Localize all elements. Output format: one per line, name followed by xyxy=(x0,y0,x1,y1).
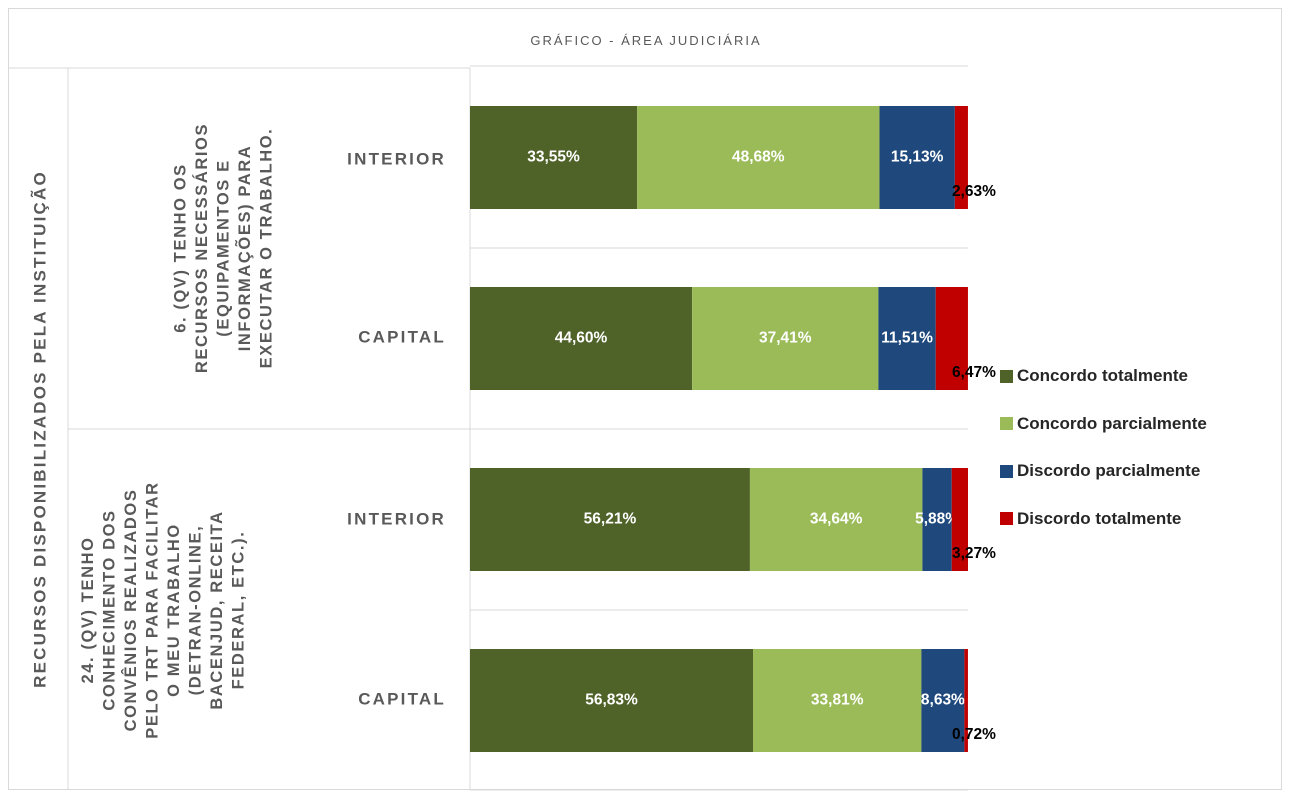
category-label-q1-r1: CAPITAL xyxy=(358,689,446,708)
data-label-q0-r1-s1: 37,41% xyxy=(759,330,812,347)
data-label-q1-r0-s1: 34,64% xyxy=(810,511,863,528)
bar-q0-r1-s1 xyxy=(692,287,879,390)
bar-q1-r0-s3 xyxy=(951,468,968,571)
data-label-q1-r1-s3: 0,72% xyxy=(952,726,996,743)
legend-item-2: Discordo parcialmente xyxy=(1000,459,1207,483)
legend-item-0: Concordo totalmente xyxy=(1000,364,1207,388)
data-label-q0-r1-s2: 11,51% xyxy=(881,330,933,347)
bar-q1-r1-s2 xyxy=(921,649,965,752)
bar-q1-r0-s0 xyxy=(470,468,750,571)
data-label-q1-r0-s2: 5,88% xyxy=(915,511,959,528)
data-label-q0-r0-s2: 15,13% xyxy=(891,149,944,166)
category-label-q1-r0: INTERIOR xyxy=(347,509,446,528)
legend-label-1: Concordo parcialmente xyxy=(1017,413,1207,433)
question-1-label-line-6: BACENJUD, RECEITA xyxy=(208,510,226,709)
bar-q1-r0-s2 xyxy=(922,468,952,571)
chart-title: GRÁFICO - ÁREA JUDICIÁRIA xyxy=(530,33,762,48)
legend-swatch-3 xyxy=(1000,512,1013,525)
bar-q0-r1-s2 xyxy=(878,287,936,390)
group-axis-label: RECURSOS DISPONIBILIZADOS PELA INSTITUIÇ… xyxy=(29,170,49,688)
question-0-label-line-1: RECURSOS NECESSÁRIOS xyxy=(192,123,211,373)
question-0-label-line-4: EXECUTAR O TRABALHO. xyxy=(257,128,275,369)
legend-label-0: Concordo totalmente xyxy=(1017,366,1188,385)
legend-label-3: Discordo totalmente xyxy=(1017,508,1182,528)
question-1-label-line-3: PELO TRT PARA FACILITAR xyxy=(144,481,162,738)
question-0-label-line-0: 6. (QV) TENHO OS xyxy=(171,163,189,333)
bar-q1-r1-s3 xyxy=(964,649,968,752)
bar-q1-r1-s0 xyxy=(470,649,754,752)
data-label-q0-r1-s0: 44,60% xyxy=(555,330,608,347)
data-label-q1-r1-s1: 33,81% xyxy=(811,692,864,709)
bar-q0-r1-s0 xyxy=(470,287,693,390)
data-label-q0-r0-s0: 33,55% xyxy=(527,149,580,166)
bar-q0-r0-s1 xyxy=(637,106,880,209)
bar-q0-r0-s2 xyxy=(879,106,955,209)
legend-swatch-2 xyxy=(1000,464,1013,478)
question-0-label-line-2: (EQUIPAMENTOS E xyxy=(214,159,232,336)
legend-label-2: Discordo parcialmente xyxy=(1017,461,1201,480)
question-1-label-line-0: 24. (QV) TENHO xyxy=(79,536,97,683)
data-label-q1-r0-s0: 56,21% xyxy=(584,511,637,528)
question-1-label-line-1: CONHECIMENTO DOS xyxy=(101,509,119,710)
legend-swatch-1 xyxy=(1000,417,1013,430)
data-label-q1-r1-s0: 56,83% xyxy=(585,692,638,709)
legend-item-3: Discordo totalmente xyxy=(1000,507,1207,531)
legend: Concordo totalmente Concordo parcialment… xyxy=(1000,364,1207,554)
bar-q0-r0-s3 xyxy=(954,106,968,209)
question-1-label-line-4: O MEU TRABALHO xyxy=(165,523,183,697)
legend-swatch-0 xyxy=(1000,369,1013,383)
question-1-label-line-2: CONVÊNIOS REALIZADOS xyxy=(121,489,140,732)
data-label-q1-r0-s3: 3,27% xyxy=(952,545,996,562)
category-label-q0-r0: INTERIOR xyxy=(347,149,446,168)
bar-q1-r0-s1 xyxy=(749,468,923,571)
legend-item-1: Concordo parcialmente xyxy=(1000,412,1207,436)
data-label-q1-r1-s2: 8,63% xyxy=(921,692,965,709)
question-0-label-line-3: INFORMAÇÕES) PARA xyxy=(234,145,254,352)
data-label-q0-r0-s3: 2,63% xyxy=(952,183,996,200)
category-label-q0-r1: CAPITAL xyxy=(358,327,446,346)
bar-q0-r0-s0 xyxy=(470,106,638,209)
question-1-label-line-7: FEDERAL, ETC.). xyxy=(230,531,248,690)
data-label-q0-r0-s1: 48,68% xyxy=(732,149,785,166)
question-1-label-line-5: (DETRAN-ONLINE, xyxy=(187,525,205,696)
bar-q0-r1-s3 xyxy=(935,287,968,390)
data-label-q0-r1-s3: 6,47% xyxy=(952,364,996,381)
bar-q1-r1-s1 xyxy=(753,649,922,752)
